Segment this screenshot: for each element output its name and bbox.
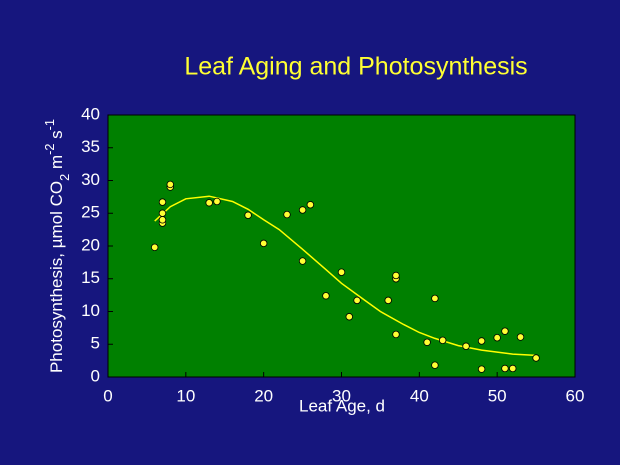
- x-axis-label: Leaf Age, d: [299, 396, 385, 415]
- x-tick-label: 20: [254, 386, 273, 405]
- data-point: [392, 330, 400, 339]
- y-tick-label: 10: [81, 301, 100, 320]
- data-point: [438, 336, 447, 345]
- y-tick-label: 35: [81, 137, 100, 156]
- data-point: [501, 364, 509, 373]
- data-point: [431, 294, 439, 303]
- x-tick-label: 60: [566, 386, 585, 405]
- data-point: [431, 361, 439, 369]
- data-point: [384, 296, 392, 305]
- x-tick-label: 40: [410, 386, 429, 405]
- data-point: [306, 201, 315, 209]
- data-point: [462, 342, 470, 350]
- data-point: [532, 354, 540, 362]
- data-point: [298, 206, 307, 214]
- data-point: [501, 327, 509, 335]
- data-point: [259, 239, 268, 248]
- x-tick-label: 0: [103, 386, 112, 405]
- plot-area: [107, 114, 576, 378]
- y-axis-label: Photosynthesis, µmol CO2 m-2 s-1: [42, 119, 72, 373]
- data-point: [392, 271, 400, 280]
- data-point: [205, 199, 213, 207]
- data-point: [158, 198, 167, 206]
- y-tick-label: 30: [81, 170, 100, 189]
- chart-title: Leaf Aging and Photosynthesis: [184, 53, 527, 81]
- data-point: [244, 211, 252, 219]
- y-tick-label: 40: [81, 104, 100, 123]
- data-point: [493, 334, 501, 342]
- y-tick-label: 25: [81, 203, 100, 222]
- text-part: -2: [42, 144, 57, 155]
- x-tick-label: 50: [488, 386, 507, 405]
- data-point: [423, 338, 431, 346]
- data-point: [477, 337, 486, 345]
- data-point: [353, 296, 361, 305]
- data-point: [322, 292, 330, 300]
- text-part: s: [47, 130, 66, 143]
- data-point: [516, 333, 525, 341]
- data-point: [477, 365, 486, 373]
- y-tick-label: 5: [91, 334, 100, 353]
- data-point: [283, 210, 291, 219]
- text-part: -1: [42, 119, 57, 130]
- text-part: 2: [57, 174, 72, 181]
- data-point: [166, 180, 174, 189]
- y-tick-label: 0: [91, 366, 100, 385]
- data-point: [158, 209, 167, 217]
- data-point: [213, 197, 221, 206]
- x-tick-label: 10: [176, 386, 195, 405]
- data-point: [509, 364, 517, 373]
- y-tick-label: 20: [81, 235, 100, 254]
- data-point: [298, 257, 307, 265]
- text-part: Photosynthesis, µmol CO: [47, 181, 66, 373]
- data-point: [345, 313, 353, 321]
- y-tick-label: 15: [81, 268, 100, 287]
- data-point: [150, 243, 159, 252]
- text-part: m: [47, 155, 66, 174]
- data-point: [158, 216, 167, 224]
- x-tick-label: 30: [332, 386, 351, 405]
- data-point: [337, 268, 346, 276]
